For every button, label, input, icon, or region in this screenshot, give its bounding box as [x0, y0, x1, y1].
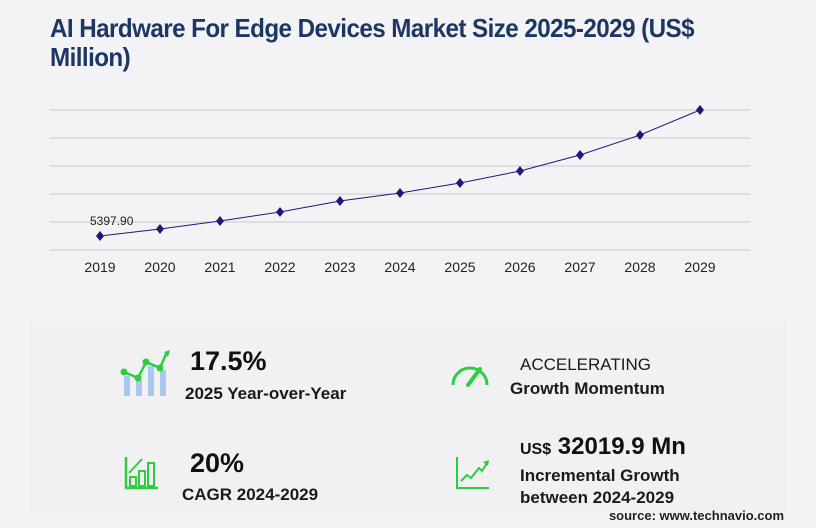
- incremental-label-2: between 2024-2029: [520, 488, 675, 507]
- source-text: source: www.technavio.com: [608, 508, 784, 523]
- data-point-2029: [696, 105, 704, 115]
- x-tick-label: 2024: [384, 259, 415, 275]
- currency-prefix: US$: [520, 441, 552, 458]
- x-tick-label: 2020: [144, 259, 175, 275]
- speedometer-icon: [451, 366, 489, 387]
- data-label: 5397.90: [90, 214, 134, 228]
- incremental-amount: 32019.9 Mn: [557, 433, 686, 460]
- stats-panel: [30, 322, 786, 512]
- yoy-value: 17.5%: [190, 346, 267, 376]
- momentum-label: Growth Momentum: [510, 379, 665, 398]
- series-line: [99, 109, 701, 237]
- line-chart: 2019 5397.90 2020 2021 2022 2023 2024 2025 2026 2…: [50, 105, 750, 275]
- cagr-label: CAGR 2024-2029: [182, 485, 319, 504]
- x-tick-label: 2023: [324, 259, 355, 275]
- x-tick-label: 2021: [204, 259, 235, 275]
- data-point-2019: [96, 231, 104, 242]
- cagr-value: 20%: [190, 448, 245, 478]
- data-point-2027: [576, 150, 584, 161]
- data-point-2023: [336, 196, 344, 207]
- data-point-2024: [396, 187, 404, 198]
- yoy-label: 2025 Year-over-Year: [185, 384, 347, 403]
- data-point-2021: [216, 215, 224, 226]
- data-point-2025: [456, 178, 464, 189]
- bar-chart-trend-icon: [120, 350, 170, 396]
- momentum-value: ACCELERATING: [520, 355, 651, 374]
- x-tick-label: 2028: [624, 259, 655, 275]
- data-point-2022: [276, 207, 284, 218]
- x-tick-label: 2027: [564, 259, 595, 275]
- chart-title: AI Hardware For Edge Devices Market Size…: [50, 13, 695, 72]
- x-tick-label: 2019: [84, 259, 115, 275]
- incremental-value: US$ 32019.9 Mn: [520, 433, 686, 461]
- data-point-2026: [516, 166, 524, 177]
- growth-bars-icon: [124, 457, 158, 490]
- x-tick-label: 2025: [444, 259, 475, 275]
- incremental-label-1: Incremental Growth: [520, 466, 680, 485]
- x-tick-label: 2022: [264, 259, 295, 275]
- x-tick-label: 2026: [504, 259, 535, 275]
- data-point-2020: [156, 224, 164, 235]
- x-tick-label: 2029: [684, 259, 715, 275]
- line-trend-icon: [456, 457, 489, 489]
- data-point-2028: [636, 130, 644, 141]
